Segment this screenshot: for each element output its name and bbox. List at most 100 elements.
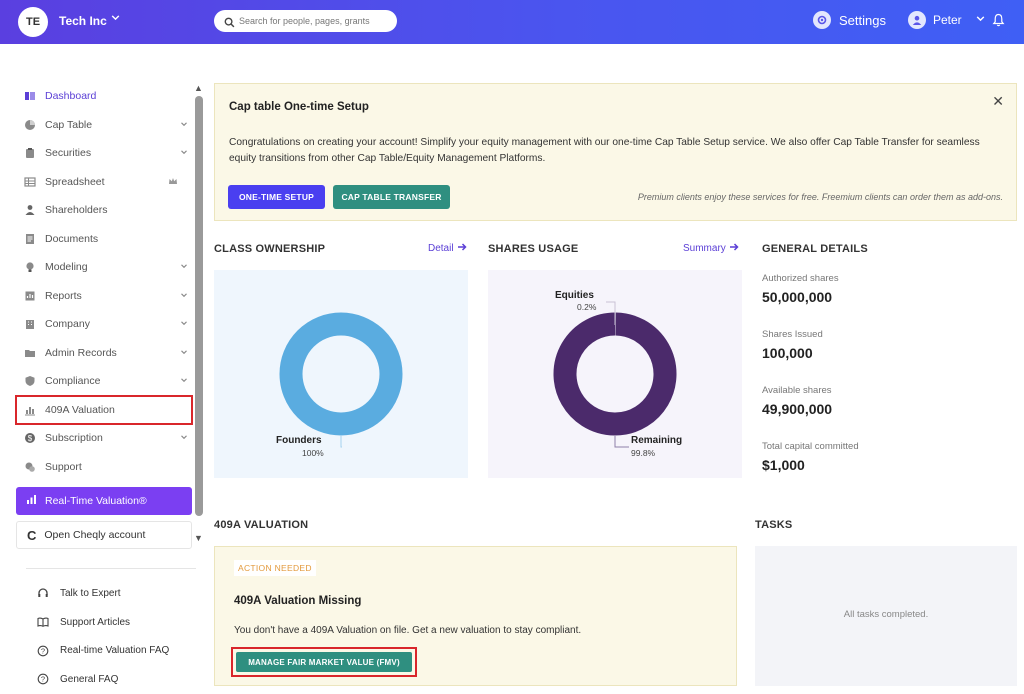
document-icon (24, 233, 36, 245)
bar-chart-icon (26, 494, 37, 508)
help-link-real-time-valuation-faq[interactable]: ? Real-time Valuation FAQ (26, 636, 196, 665)
close-icon[interactable]: ✕ (992, 93, 1004, 110)
building-icon (24, 318, 36, 330)
sidebar-item-modeling[interactable]: Modeling (16, 253, 192, 282)
chevron-down-icon (180, 148, 188, 158)
sidebar-item-409a-valuation[interactable]: 409A Valuation (16, 396, 192, 425)
manage-fmv-button[interactable]: MANAGE FAIR MARKET VALUE (FMV) (236, 652, 412, 672)
search-input[interactable] (239, 10, 389, 32)
tasks-empty-text: All tasks completed. (755, 609, 1017, 620)
sidebar-item-admin-records[interactable]: Admin Records (16, 339, 192, 368)
detail-link[interactable]: Detail (428, 242, 467, 255)
class-ownership-title: CLASS OWNERSHIP (214, 243, 325, 255)
shares-usage-title: SHARES USAGE (488, 243, 578, 255)
founders-pct: 100% (302, 448, 324, 458)
help-link-label: Support Articles (60, 617, 130, 628)
sidebar-item-company[interactable]: Company (16, 310, 192, 339)
sidebar-item-shareholders[interactable]: Shareholders (16, 196, 192, 225)
one-time-setup-button[interactable]: ONE-TIME SETUP (228, 185, 325, 209)
setup-banner: Cap table One-time Setup ✕ Congratulatio… (214, 83, 1017, 221)
sidebar-item-label: Support (45, 461, 82, 473)
bell-icon[interactable] (992, 13, 1005, 32)
class-ownership-donut (214, 270, 468, 478)
sidebar-item-label: Subscription (45, 432, 103, 444)
scroll-thumb[interactable] (195, 96, 203, 516)
company-name[interactable]: Tech Inc (59, 14, 107, 28)
headset-icon (36, 587, 50, 599)
total-capital-label: Total capital committed (762, 441, 859, 452)
cap-table-transfer-button[interactable]: CAP TABLE TRANSFER (333, 185, 450, 209)
banner-text: Congratulations on creating your account… (229, 135, 1009, 167)
slice-remaining (565, 324, 665, 424)
shield-icon (24, 375, 36, 387)
sidebar-item-documents[interactable]: Documents (16, 225, 192, 254)
sidebar-item-securities[interactable]: Securities (16, 139, 192, 168)
scroll-down-icon[interactable]: ▼ (194, 533, 203, 543)
company-avatar[interactable]: TE (18, 7, 48, 37)
tasks-panel: All tasks completed. (755, 546, 1017, 686)
realtime-valuation-label: Real-Time Valuation® (45, 495, 147, 507)
book-icon (36, 616, 50, 628)
crown-icon (168, 177, 178, 188)
remaining-label: Remaining (631, 435, 682, 446)
user-menu[interactable]: Peter (908, 11, 986, 29)
sidebar-item-reports[interactable]: Reports (16, 282, 192, 311)
authorized-shares-label: Authorized shares (762, 273, 839, 284)
help-link-label: Real-time Valuation FAQ (60, 645, 169, 656)
cheqly-logo-icon: C (27, 528, 36, 543)
summary-link[interactable]: Summary (683, 242, 739, 255)
sidebar-item-support[interactable]: Support (16, 453, 192, 482)
sidebar-item-label: Cap Table (45, 119, 92, 131)
user-avatar-icon (908, 11, 926, 29)
sidebar-item-label: Company (45, 318, 90, 330)
chevron-down-icon (180, 433, 188, 443)
svg-text:?: ? (41, 675, 45, 684)
search-box[interactable] (214, 10, 397, 32)
folder-icon (24, 347, 36, 359)
detail-link-label: Detail (428, 243, 454, 254)
valuation-section-title: 409A VALUATION (214, 519, 308, 531)
open-cheqly-button[interactable]: C Open Cheqly account (16, 521, 192, 549)
total-capital-value: $1,000 (762, 457, 805, 473)
svg-text:$: $ (28, 434, 33, 443)
sidebar-item-subscription[interactable]: $ Subscription (16, 424, 192, 453)
sidebar-item-label: Dashboard (45, 90, 96, 102)
bulb-icon (24, 261, 36, 273)
sidebar-item-label: Modeling (45, 261, 88, 273)
sidebar-item-cap-table[interactable]: Cap Table (16, 111, 192, 140)
sidebar-item-dashboard[interactable]: Dashboard (16, 82, 192, 111)
sidebar-item-spreadsheet[interactable]: Spreadsheet (16, 168, 192, 197)
gear-icon (813, 11, 831, 29)
founders-label: Founders (276, 435, 322, 446)
help-link-talk-to-expert[interactable]: Talk to Expert (26, 579, 196, 608)
valuation-card: ACTION NEEDED 409A Valuation Missing You… (214, 546, 737, 686)
authorized-shares-value: 50,000,000 (762, 289, 832, 305)
chevron-down-icon[interactable] (110, 12, 121, 26)
founders-leader-line (341, 436, 342, 447)
realtime-valuation-button[interactable]: Real-Time Valuation® (16, 487, 192, 515)
chevron-down-icon (180, 376, 188, 386)
available-shares-label: Available shares (762, 385, 832, 396)
shares-usage-donut (488, 270, 742, 478)
dollar-icon: $ (24, 432, 36, 444)
reports-icon (24, 290, 36, 302)
shares-usage-chart: Equities 0.2% Remaining 99.8% (488, 270, 742, 478)
fmv-highlight: MANAGE FAIR MARKET VALUE (FMV) (231, 647, 417, 677)
sidebar-scrollbar[interactable]: ▲ ▼ (193, 83, 204, 543)
scroll-up-icon[interactable]: ▲ (194, 83, 203, 93)
help-link-support-articles[interactable]: Support Articles (26, 608, 196, 637)
sidebar-item-label: Admin Records (45, 347, 117, 359)
help-link-general-faq[interactable]: ? General FAQ (26, 665, 196, 694)
settings-button[interactable]: Settings (813, 11, 886, 29)
chart-icon (24, 404, 36, 416)
user-name: Peter (933, 13, 962, 27)
sidebar-item-compliance[interactable]: Compliance (16, 367, 192, 396)
chevron-down-icon (180, 120, 188, 130)
settings-label: Settings (839, 13, 886, 28)
equities-label: Equities (555, 290, 594, 301)
arrow-right-icon (729, 242, 739, 255)
remaining-leader-line (615, 436, 629, 447)
chevron-down-icon (180, 291, 188, 301)
chevron-down-icon (180, 262, 188, 272)
help-links: Talk to Expert Support Articles? Real-time… (26, 568, 196, 694)
